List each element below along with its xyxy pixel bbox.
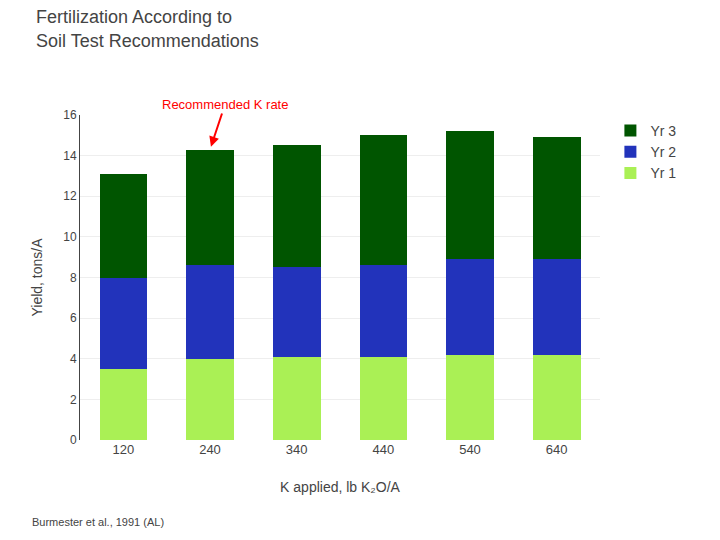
- svg-text:K applied, lb K₂O/A: K applied, lb K₂O/A: [280, 479, 400, 495]
- svg-text:Fertilization According toSoil: Fertilization According toSoil Test Reco…: [36, 7, 259, 50]
- svg-text:8: 8: [70, 271, 77, 285]
- svg-text:Yr 2: Yr 2: [650, 144, 676, 160]
- svg-text:Burmester et al., 1991 (AL): Burmester et al., 1991 (AL): [32, 516, 164, 528]
- svg-text:6: 6: [70, 311, 77, 325]
- svg-text:14: 14: [63, 149, 77, 163]
- svg-text:2: 2: [70, 393, 77, 407]
- svg-text:Yr 3: Yr 3: [650, 123, 676, 139]
- svg-text:340: 340: [286, 442, 308, 457]
- svg-text:0: 0: [70, 433, 77, 447]
- svg-text:540: 540: [459, 442, 481, 457]
- svg-text:Recommended K rate: Recommended K rate: [162, 97, 288, 112]
- svg-text:Yr 1: Yr 1: [650, 165, 676, 181]
- svg-text:12: 12: [63, 189, 77, 203]
- svg-text:4: 4: [70, 352, 77, 366]
- svg-text:120: 120: [112, 442, 134, 457]
- svg-text:Yield, tons/A: Yield, tons/A: [29, 238, 45, 317]
- svg-text:240: 240: [199, 442, 221, 457]
- svg-text:16: 16: [63, 108, 77, 122]
- svg-text:640: 640: [546, 442, 568, 457]
- svg-text:440: 440: [372, 442, 394, 457]
- svg-text:10: 10: [63, 230, 77, 244]
